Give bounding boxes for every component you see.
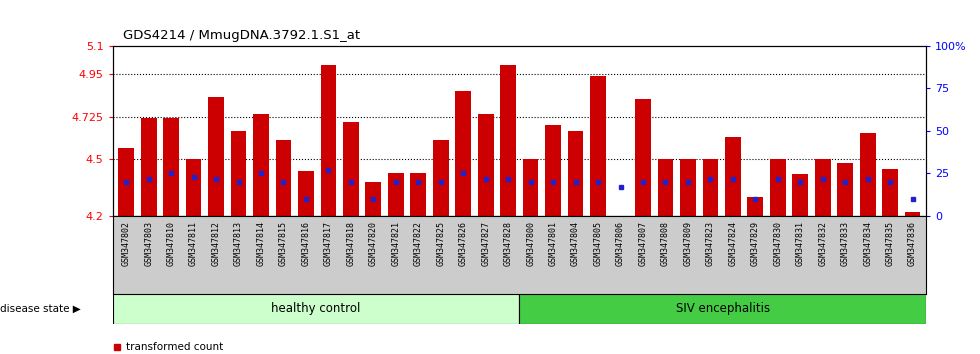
Text: GSM347833: GSM347833 [841, 221, 850, 266]
Text: GSM347823: GSM347823 [706, 221, 714, 266]
Bar [748, 197, 763, 216]
Bar [567, 131, 583, 216]
Text: GSM347812: GSM347812 [212, 221, 220, 266]
Text: GSM347805: GSM347805 [594, 221, 603, 266]
Text: healthy control: healthy control [271, 302, 361, 315]
Bar [320, 65, 336, 216]
Bar [522, 159, 538, 216]
Bar [478, 114, 494, 216]
Text: GSM347807: GSM347807 [639, 221, 648, 266]
Bar [366, 182, 381, 216]
Bar [456, 91, 471, 216]
Text: GSM347808: GSM347808 [661, 221, 670, 266]
Text: GSM347816: GSM347816 [302, 221, 311, 266]
Text: GDS4214 / MmugDNA.3792.1.S1_at: GDS4214 / MmugDNA.3792.1.S1_at [122, 29, 360, 42]
Text: GSM347811: GSM347811 [189, 221, 198, 266]
Text: GSM347836: GSM347836 [908, 221, 917, 266]
Bar [298, 171, 314, 216]
Text: transformed count: transformed count [126, 342, 223, 352]
Text: GSM347809: GSM347809 [683, 221, 693, 266]
Bar [703, 159, 718, 216]
Text: GSM347828: GSM347828 [504, 221, 513, 266]
Text: GSM347824: GSM347824 [728, 221, 737, 266]
Bar [113, 294, 519, 324]
Bar [519, 294, 926, 324]
Bar [164, 118, 179, 216]
Bar [837, 163, 853, 216]
Bar [275, 141, 291, 216]
Bar [119, 148, 134, 216]
Text: GSM347831: GSM347831 [796, 221, 805, 266]
Bar [433, 141, 449, 216]
Text: GSM347813: GSM347813 [234, 221, 243, 266]
Text: GSM347802: GSM347802 [122, 221, 130, 266]
Text: GSM347830: GSM347830 [773, 221, 782, 266]
Bar [725, 137, 741, 216]
Text: GSM347834: GSM347834 [863, 221, 872, 266]
Bar [793, 175, 808, 216]
Text: GSM347818: GSM347818 [346, 221, 356, 266]
Bar [905, 212, 920, 216]
Bar [635, 99, 651, 216]
Text: GSM347804: GSM347804 [571, 221, 580, 266]
Bar [343, 121, 359, 216]
Text: GSM347810: GSM347810 [167, 221, 175, 266]
Bar [590, 76, 606, 216]
Bar [388, 172, 404, 216]
Bar [411, 172, 426, 216]
Text: GSM347814: GSM347814 [257, 221, 266, 266]
Bar [882, 169, 898, 216]
Text: GSM347829: GSM347829 [751, 221, 760, 266]
Bar [859, 133, 875, 216]
Text: disease state ▶: disease state ▶ [0, 304, 80, 314]
Bar [501, 65, 516, 216]
Text: SIV encephalitis: SIV encephalitis [675, 302, 770, 315]
Text: GSM347803: GSM347803 [144, 221, 153, 266]
Text: GSM347832: GSM347832 [818, 221, 827, 266]
Text: GSM347806: GSM347806 [616, 221, 625, 266]
Text: GSM347825: GSM347825 [436, 221, 445, 266]
Text: GSM347835: GSM347835 [886, 221, 895, 266]
Text: GSM347817: GSM347817 [324, 221, 333, 266]
Bar [680, 159, 696, 216]
Text: GSM347815: GSM347815 [279, 221, 288, 266]
Bar [230, 131, 246, 216]
Text: GSM347820: GSM347820 [368, 221, 378, 266]
Bar [815, 159, 831, 216]
Bar [253, 114, 269, 216]
Text: GSM347800: GSM347800 [526, 221, 535, 266]
Bar [186, 159, 202, 216]
Text: GSM347826: GSM347826 [459, 221, 467, 266]
Text: GSM347821: GSM347821 [391, 221, 400, 266]
Bar [658, 159, 673, 216]
Bar [141, 118, 157, 216]
Text: GSM347801: GSM347801 [549, 221, 558, 266]
Bar [770, 159, 786, 216]
Text: GSM347822: GSM347822 [414, 221, 422, 266]
Bar [545, 125, 561, 216]
Text: GSM347827: GSM347827 [481, 221, 490, 266]
Bar [208, 97, 223, 216]
